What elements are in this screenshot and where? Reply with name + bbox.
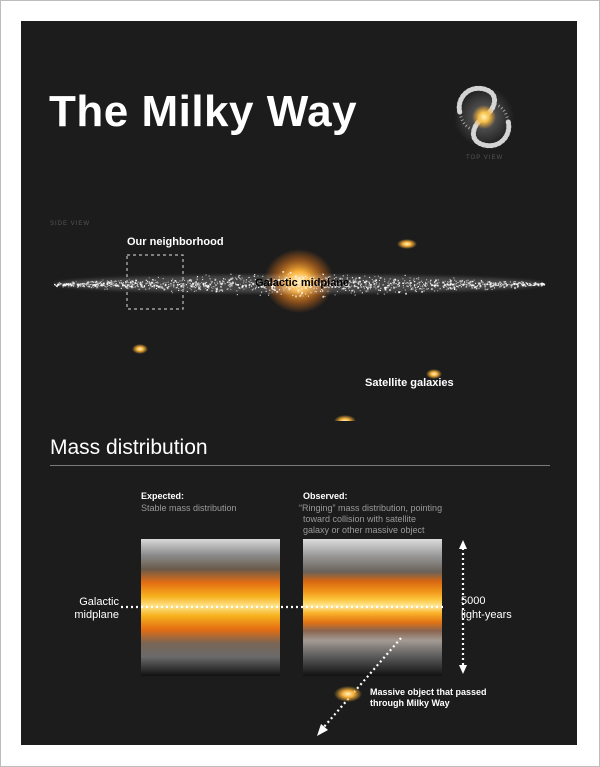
page-title: The Milky Way <box>49 87 358 136</box>
side-view-label: SIDE VIEW <box>50 221 91 227</box>
satellite-galaxy <box>132 344 148 354</box>
scale-value: 5000 <box>461 595 486 607</box>
observed-desc-line-2: toward collision with satellite <box>303 514 417 524</box>
section-divider <box>50 465 550 466</box>
expected-title: Expected: <box>141 491 185 501</box>
arrow-down-icon <box>459 665 467 674</box>
mass-overlay <box>121 540 467 736</box>
satellite-galaxy <box>334 415 356 421</box>
infographic-panel: The Milky Way TOP VIEW SIDE VIEW <box>21 21 577 745</box>
neighborhood-box <box>126 254 184 310</box>
massive-object-label-1: Massive object that passed <box>370 687 487 697</box>
observed-title: Observed: <box>303 491 348 501</box>
mass-distribution-heading: Mass distribution <box>50 436 208 459</box>
massive-object-label-2: through Milky Way <box>370 698 450 708</box>
observed-desc-line-1: “Ringing” mass distribution, pointing <box>299 503 443 513</box>
arrow-down-left-icon <box>317 724 328 736</box>
midplane-label: Galactic midplane <box>255 277 350 289</box>
observed-desc-line-3: galaxy or other massive object <box>303 525 425 535</box>
top-view-label: TOP VIEW <box>466 155 504 161</box>
neighborhood-label: Our neighborhood <box>127 236 224 248</box>
expected-desc: Stable mass distribution <box>141 503 237 513</box>
side-view-galaxy <box>54 239 546 421</box>
arrow-up-icon <box>459 540 467 549</box>
trajectory-line <box>322 637 402 729</box>
satellite-galaxy <box>426 369 442 379</box>
massive-object <box>334 686 362 702</box>
midplane-side-label-1: Galactic <box>79 596 119 608</box>
midplane-side-label-2: midplane <box>74 609 119 621</box>
satellite-galaxy <box>397 239 417 249</box>
scale-unit: light-years <box>461 609 512 621</box>
satellites-label: Satellite galaxies <box>365 377 454 389</box>
galactic-disk-stars <box>54 271 546 298</box>
spiral-galaxy-icon <box>454 85 514 149</box>
